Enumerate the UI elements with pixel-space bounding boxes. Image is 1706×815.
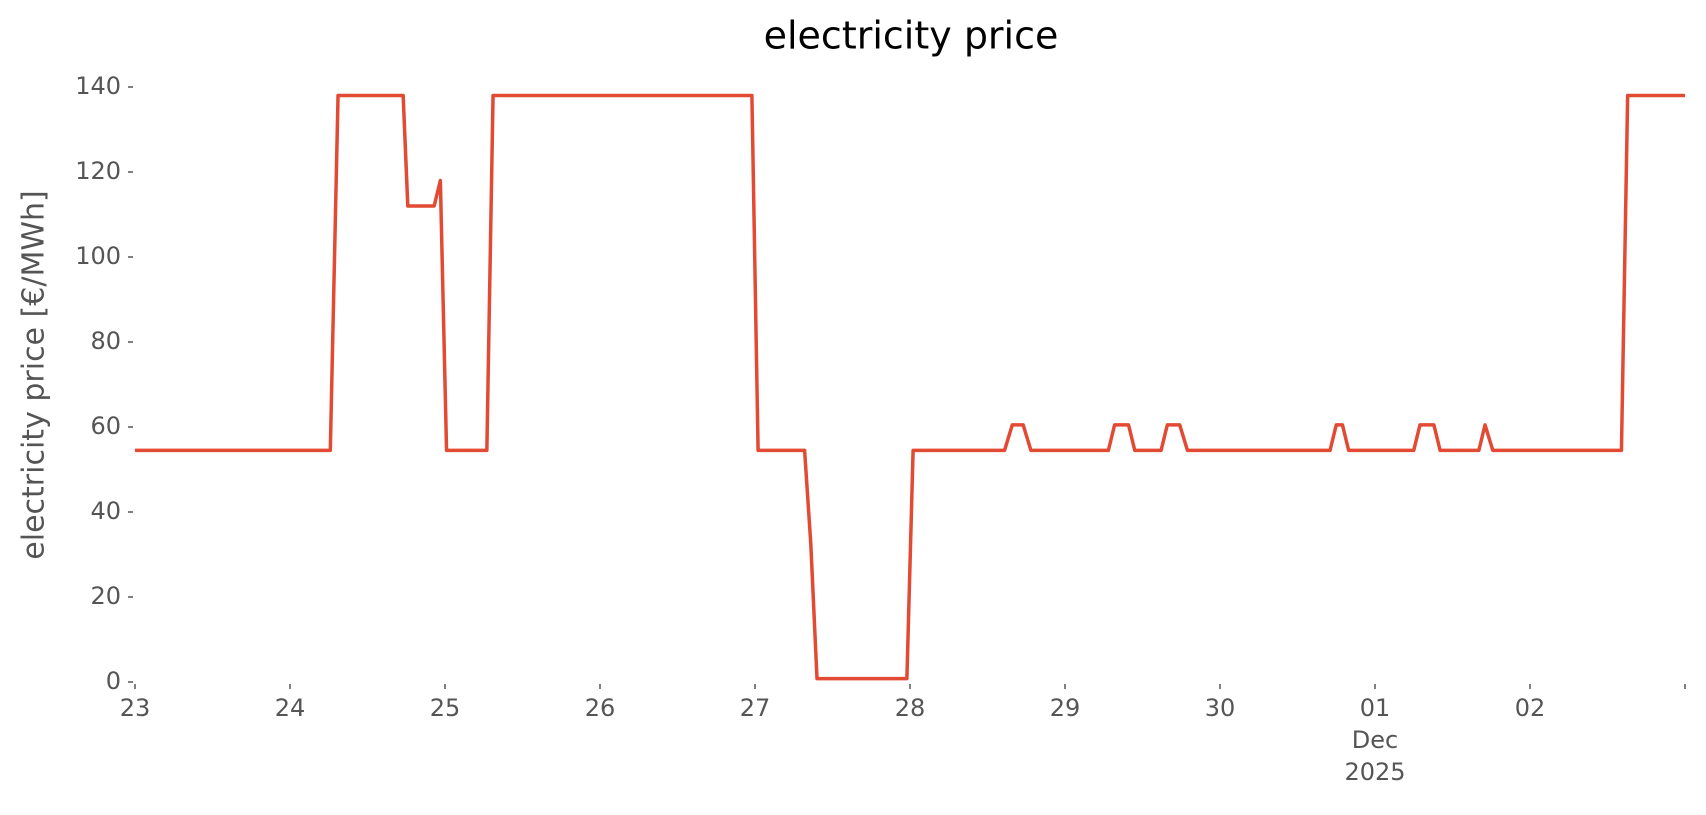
y-tick-label: 80 xyxy=(90,327,121,355)
x-tick-label: 27 xyxy=(739,694,771,722)
x-tick-label: 02 xyxy=(1514,694,1546,722)
chart-title: electricity price xyxy=(764,14,1059,58)
x-tick-label: 30 xyxy=(1204,694,1236,722)
x-tick-label: 28 xyxy=(894,694,926,722)
x-tick-label: 23 xyxy=(119,694,151,722)
y-tick-label: 40 xyxy=(90,497,121,525)
x-tick-label: 01 Dec 2025 xyxy=(1344,694,1406,786)
y-axis-label: electricity price [€/MWh] xyxy=(17,190,52,559)
x-tick-label: 26 xyxy=(584,694,616,722)
y-tick-label: 140 xyxy=(75,72,121,100)
y-tick-label: 60 xyxy=(90,412,121,440)
y-tick-label: 120 xyxy=(75,157,121,185)
y-tick-label: 100 xyxy=(75,242,121,270)
y-tick-label: 20 xyxy=(90,582,121,610)
x-tick-label: 25 xyxy=(429,694,461,722)
y-tick-label: 0 xyxy=(106,667,121,695)
x-tick-label: 24 xyxy=(274,694,306,722)
price-line xyxy=(135,93,1685,681)
x-tick-label: 29 xyxy=(1049,694,1081,722)
